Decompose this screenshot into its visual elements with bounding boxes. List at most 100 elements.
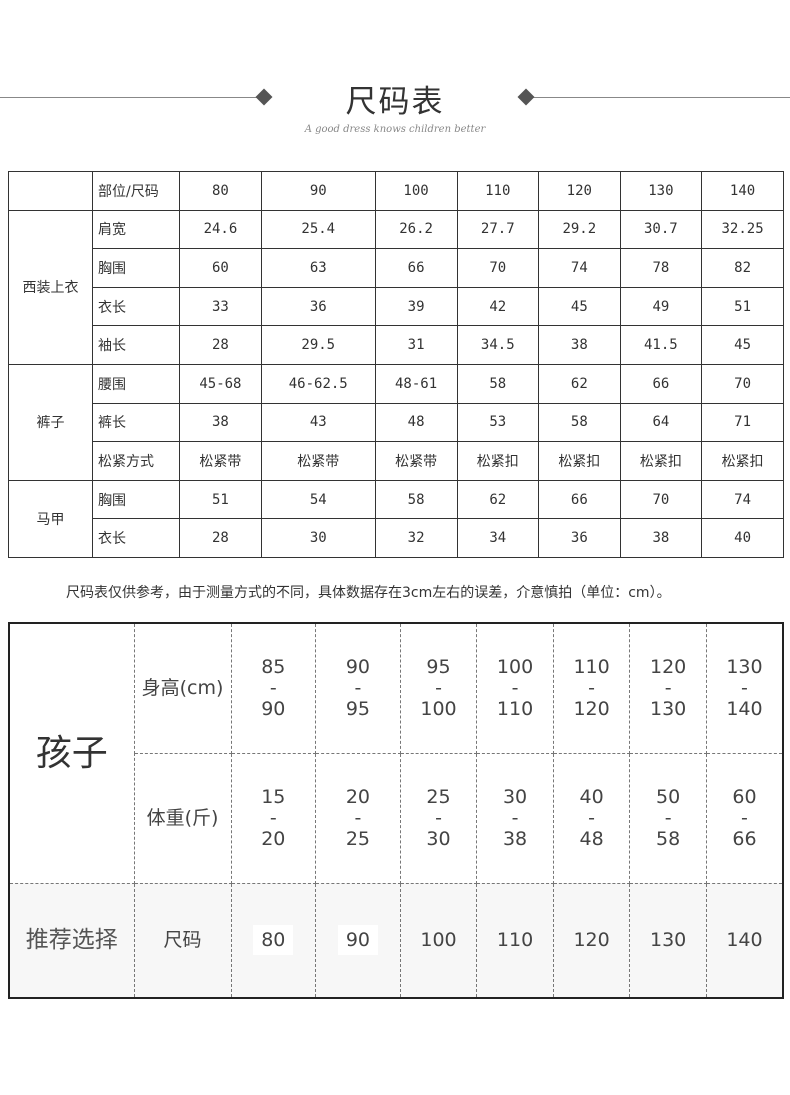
table-row: 松紧方式 松紧带 松紧带 松紧带 松紧扣 松紧扣 松紧扣 松紧扣 xyxy=(9,441,784,481)
range-cell: 60-66 xyxy=(705,752,782,884)
value-cell: 51 xyxy=(701,286,784,327)
range-max: 130 xyxy=(650,697,687,720)
range-max: 140 xyxy=(726,697,763,720)
title-divider-left xyxy=(0,97,262,98)
range-dash: - xyxy=(511,676,519,699)
range-dash: - xyxy=(269,676,277,699)
value-cell: 66 xyxy=(374,248,458,288)
range-min: 90 xyxy=(345,655,370,678)
value-cell: 29.2 xyxy=(538,209,621,250)
size-note: 尺码表仅供参考，由于测量方式的不同，具体数据存在3cm左右的误差，介意慎拍（单位… xyxy=(66,585,671,601)
range-dash: - xyxy=(511,806,519,829)
corner-cell xyxy=(8,171,93,211)
range-max: 30 xyxy=(426,827,451,850)
value-cell: 30.7 xyxy=(619,209,703,250)
table-row: 马甲 胸围 51 54 58 62 66 70 74 xyxy=(8,479,784,558)
range-dash: - xyxy=(588,806,596,829)
value-cell: 82 xyxy=(701,248,784,288)
size-value: 80 xyxy=(253,924,294,955)
size-label: 尺码 xyxy=(133,882,232,997)
value-cell: 78 xyxy=(619,248,703,288)
range-dash: - xyxy=(354,806,362,829)
range-max: 100 xyxy=(420,697,457,720)
value-cell: 松紧扣 xyxy=(538,441,621,481)
group-label: 西装上衣 xyxy=(8,209,93,365)
title-divider-right xyxy=(526,97,790,98)
height-row: 孩子 身高(cm) 85-90 90-95 95-100 100-110 110-120 12… xyxy=(10,624,782,884)
value-cell: 28 xyxy=(179,518,262,558)
row-label: 裤长 xyxy=(92,402,180,443)
range-cell: 85-90 xyxy=(230,624,317,754)
table-row: 衣长 33 36 39 42 45 49 51 xyxy=(9,286,784,327)
weight-label: 体重(斤) xyxy=(134,752,232,884)
range-min: 15 xyxy=(261,785,286,808)
group-label: 孩子 xyxy=(10,624,135,884)
header-row: 部位/尺码 80 90 100 110 120 130 140 xyxy=(8,171,784,211)
value-cell: 32 xyxy=(374,518,458,558)
size-header: 90 xyxy=(260,171,376,211)
group-label: 马甲 xyxy=(8,479,93,558)
value-cell: 松紧扣 xyxy=(619,441,703,481)
value-cell: 60 xyxy=(179,248,262,288)
range-max: 25 xyxy=(345,827,370,850)
range-cell: 130-140 xyxy=(705,624,782,754)
row-label: 袖长 xyxy=(92,325,180,365)
size-value: 120 xyxy=(573,928,610,951)
value-cell: 41.5 xyxy=(619,325,703,365)
size-header: 80 xyxy=(179,171,262,211)
value-cell: 29.5 xyxy=(260,325,376,365)
value-cell: 51 xyxy=(179,479,262,520)
value-cell: 26.2 xyxy=(374,209,458,250)
row-label: 肩宽 xyxy=(92,209,180,250)
value-cell: 58 xyxy=(456,363,540,404)
corner-label: 部位/尺码 xyxy=(92,171,180,211)
value-cell: 24.6 xyxy=(179,209,262,250)
value-cell: 74 xyxy=(701,479,784,520)
recommended-size: 90 xyxy=(315,882,401,997)
value-cell: 40 xyxy=(701,518,784,558)
value-cell: 38 xyxy=(179,402,262,443)
value-cell: 42 xyxy=(456,286,540,327)
value-cell: 66 xyxy=(619,363,703,404)
recommended-size: 140 xyxy=(705,882,782,997)
range-cell: 40-48 xyxy=(552,752,631,884)
range-min: 20 xyxy=(345,785,370,808)
value-cell: 36 xyxy=(260,286,376,327)
value-cell: 31 xyxy=(374,325,458,365)
page-title: 尺码表 xyxy=(345,84,445,120)
recommended-size: 100 xyxy=(399,882,478,997)
value-cell: 62 xyxy=(538,363,621,404)
table-row: 袖长 28 29.5 31 34.5 38 41.5 45 xyxy=(9,325,784,365)
range-max: 20 xyxy=(261,827,286,850)
value-cell: 49 xyxy=(619,286,703,327)
range-cell: 90-95 xyxy=(315,624,401,754)
range-cell: 25-30 xyxy=(399,752,478,884)
value-cell: 46-62.5 xyxy=(260,363,376,404)
range-dash: - xyxy=(354,676,362,699)
size-header: 100 xyxy=(374,171,458,211)
row-label: 腰围 xyxy=(92,363,180,404)
range-dash: - xyxy=(741,676,748,699)
value-cell: 45 xyxy=(701,325,784,365)
value-cell: 34 xyxy=(456,518,540,558)
range-min: 120 xyxy=(650,655,687,678)
range-dash: - xyxy=(435,676,442,699)
table-row: 衣长 28 30 32 34 36 38 40 xyxy=(9,518,784,558)
value-cell: 45-68 xyxy=(179,363,262,404)
range-max: 38 xyxy=(502,827,528,850)
size-header: 130 xyxy=(619,171,703,211)
value-cell: 64 xyxy=(619,402,703,443)
value-cell: 62 xyxy=(456,479,540,520)
weight-row: 体重(斤) 15-20 20-25 25-30 30-38 40-48 50-58 60-66 xyxy=(10,752,782,884)
range-cell: 20-25 xyxy=(315,752,401,884)
recommended-size: 80 xyxy=(230,882,317,997)
range-cell: 15-20 xyxy=(230,752,317,884)
range-min: 50 xyxy=(656,785,681,808)
value-cell: 70 xyxy=(456,248,540,288)
range-min: 130 xyxy=(726,655,763,678)
range-min: 110 xyxy=(573,655,610,678)
row-label: 松紧方式 xyxy=(92,441,180,481)
value-cell: 63 xyxy=(260,248,376,288)
table-row: 裤子 腰围 45-68 46-62.5 48-61 58 62 66 70 xyxy=(8,363,784,481)
value-cell: 38 xyxy=(619,518,703,558)
